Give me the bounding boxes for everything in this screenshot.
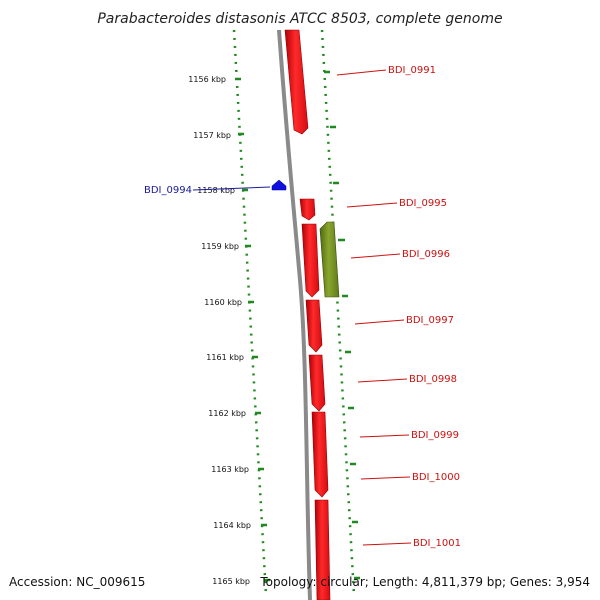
accession-text: Accession: NC_009615 bbox=[9, 575, 145, 589]
leader-bdi-0994 bbox=[192, 186, 271, 191]
genome-backbone bbox=[277, 29, 312, 600]
leader-bdi-1001 bbox=[362, 542, 412, 546]
gene-label-bdi-0995[interactable]: BDI_0995 bbox=[399, 198, 447, 209]
ruler-label: 1163 kbp bbox=[211, 465, 249, 474]
gene-arrow-bdi-0995[interactable] bbox=[299, 198, 316, 221]
gene-label-bdi-1001[interactable]: BDI_1001 bbox=[413, 538, 461, 549]
ruler-label: 1159 kbp bbox=[201, 242, 239, 251]
ruler-label: 1160 kbp bbox=[204, 298, 242, 307]
gene-arrow-bdi-0991[interactable] bbox=[284, 29, 309, 135]
leader-bdi-0998 bbox=[357, 378, 408, 383]
gene-label-bdi-1000[interactable]: BDI_1000 bbox=[412, 472, 460, 483]
inner-dotted-track bbox=[232, 29, 268, 596]
leader-bdi-0996 bbox=[350, 253, 401, 259]
leader-bdi-0991 bbox=[336, 69, 387, 76]
leader-bdi-0997 bbox=[354, 319, 405, 325]
gene-arrow-bdi-0997[interactable] bbox=[301, 223, 320, 298]
gene-label-bdi-0998[interactable]: BDI_0998 bbox=[409, 374, 457, 385]
gene-label-bdi-0991[interactable]: BDI_0991 bbox=[388, 65, 436, 76]
outer-tick-marks bbox=[324, 70, 360, 580]
inner-tick-marks bbox=[235, 77, 270, 582]
label-leader-lines bbox=[192, 69, 412, 546]
gene-label-bdi-0999[interactable]: BDI_0999 bbox=[411, 430, 459, 441]
ruler-label: 1165 kbp bbox=[212, 577, 250, 586]
ruler-label: 1164 kbp bbox=[213, 521, 251, 530]
ruler-label: 1158 kbp bbox=[197, 186, 235, 195]
gene-label-bdi-0997[interactable]: BDI_0997 bbox=[406, 315, 454, 326]
leader-bdi-1000 bbox=[360, 476, 411, 480]
gene-arrow-bdi-0996[interactable] bbox=[319, 221, 340, 298]
ruler-label: 1161 kbp bbox=[206, 353, 244, 362]
gene-label-bdi-0996[interactable]: BDI_0996 bbox=[402, 249, 450, 260]
gene-label-bdi-0994[interactable]: BDI_0994 bbox=[144, 185, 192, 196]
genome-summary-text: Topology: circular; Length: 4,811,379 bp… bbox=[259, 575, 590, 589]
ruler-label: 1162 kbp bbox=[208, 409, 246, 418]
map-title: Parabacteroides distasonis ATCC 8503, co… bbox=[97, 11, 502, 27]
leader-bdi-0995 bbox=[346, 202, 398, 208]
gene-arrow-bdi-0998[interactable] bbox=[305, 299, 323, 353]
gene-arrow-bdi-1001[interactable] bbox=[314, 499, 331, 600]
gene-arrow-bdi-1000[interactable] bbox=[311, 411, 329, 498]
leader-bdi-0999 bbox=[359, 434, 410, 438]
gene-arrow-bdi-0999[interactable] bbox=[308, 354, 326, 412]
ruler-label: 1157 kbp bbox=[193, 131, 231, 140]
gene-arrow-bdi-0994[interactable] bbox=[271, 179, 287, 191]
ruler-label: 1156 kbp bbox=[188, 75, 226, 84]
